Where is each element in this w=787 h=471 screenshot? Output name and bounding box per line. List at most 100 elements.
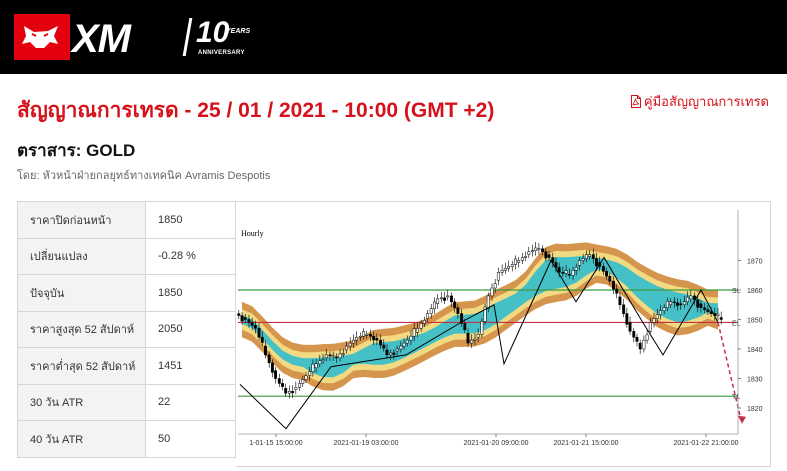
candle-body <box>601 266 605 272</box>
x-tick-label: 2021-01-20 09:00:00 <box>464 440 529 447</box>
candle-body <box>625 313 629 325</box>
candle-body <box>706 309 710 312</box>
candle-body <box>369 334 372 337</box>
candle-body <box>693 295 696 301</box>
candle-body <box>267 354 271 364</box>
candle-body <box>405 339 409 344</box>
candle-body <box>655 314 659 319</box>
candle-body <box>456 307 460 314</box>
pdf-icon <box>630 95 641 108</box>
candle-body <box>429 308 433 314</box>
candle-body <box>453 301 457 308</box>
stats-value: 1451 <box>145 347 236 385</box>
stats-label: ราคาสูงสุด 52 สัปดาห์ <box>17 310 146 348</box>
site-header: XM 10 YEARS ANNIVERSARY <box>0 0 787 74</box>
candle-body <box>524 256 528 258</box>
candle-body <box>719 317 723 320</box>
candle-body <box>277 378 281 384</box>
candle-body <box>480 321 484 335</box>
candle-body <box>304 375 308 380</box>
candle-body <box>662 307 666 311</box>
candle-body <box>257 328 261 338</box>
candle-body <box>470 339 474 344</box>
candle-body <box>372 335 376 341</box>
candle-body <box>274 370 278 379</box>
candle-body <box>412 328 416 337</box>
candle-body <box>473 338 477 341</box>
candle-body <box>493 283 497 289</box>
candle-body <box>321 359 325 362</box>
stats-label: เปลี่ยนแปลง <box>17 237 146 275</box>
candle-body <box>682 301 686 306</box>
candle-body <box>348 342 352 347</box>
candle-body <box>466 333 470 344</box>
candle-body <box>676 302 679 306</box>
candle-body <box>588 254 591 257</box>
logo-separator <box>182 18 193 56</box>
candle-body <box>314 363 318 368</box>
candle-body <box>334 356 338 359</box>
zigzag-line <box>239 256 719 430</box>
candle-body <box>240 315 244 322</box>
candle-body <box>382 344 386 349</box>
candle-body <box>341 353 345 355</box>
candle-body <box>531 250 534 252</box>
candle-body <box>298 383 302 388</box>
candle-body <box>541 248 545 252</box>
candle-body <box>432 301 436 309</box>
stats-row: ราคาปิดก่อนหน้า 1850 <box>17 201 236 239</box>
timeframe-label: Hourly <box>241 229 264 238</box>
price-chart: Hourly SL EL TL 1820 1830 1840 1850 1860 1870 1-0… <box>236 201 771 467</box>
candle-body <box>612 280 615 290</box>
candle-body <box>463 323 467 330</box>
candle-body <box>395 348 399 352</box>
author-line: โดย: หัวหน้าฝ่ายกลยุทธ์ทางเทคนิค Avramis… <box>17 170 271 182</box>
candle-body <box>291 391 295 394</box>
stats-row: เปลี่ยนแปลง -0.28 % <box>17 237 236 275</box>
candle-body <box>561 272 565 274</box>
candle-body <box>669 301 673 306</box>
candle-body <box>281 383 284 387</box>
candle-body <box>699 303 703 308</box>
candle-body <box>328 354 332 357</box>
candle-body <box>476 334 480 338</box>
candle-body <box>554 262 558 268</box>
y-tick-label: 1860 <box>747 288 763 295</box>
stats-row: ราคาสูงสุด 52 สัปดาห์ 2050 <box>17 310 236 348</box>
projection-arrowhead <box>738 415 746 424</box>
level-label-el: EL <box>732 320 741 327</box>
signal-guide-link[interactable]: คู่มือสัญญาณการเทรด <box>630 91 769 112</box>
candle-body <box>642 339 646 350</box>
cloud-band-inner <box>242 255 718 378</box>
anniversary-years: YEARS <box>226 28 251 35</box>
candle-body <box>284 388 288 394</box>
anniversary-label: ANNIVERSARY <box>198 50 245 56</box>
candle-body <box>250 322 254 326</box>
candle-body <box>507 266 510 269</box>
candle-body <box>672 301 676 304</box>
signal-guide-label[interactable]: คู่มือสัญญาณการเทรด <box>643 94 769 109</box>
stats-value: 2050 <box>145 310 236 348</box>
candle-body <box>520 257 524 261</box>
candle-body <box>658 310 662 315</box>
candle-body <box>665 300 669 308</box>
candle-body <box>608 275 612 282</box>
candle-body <box>287 391 291 394</box>
stats-label: ปัจจุบัน <box>17 274 146 312</box>
candle-body <box>338 353 342 359</box>
stats-row: ปัจจุบัน 1850 <box>17 274 236 312</box>
candle-body <box>331 354 335 357</box>
candle-body <box>618 296 622 305</box>
candle-body <box>237 313 241 316</box>
candle-body <box>260 336 264 343</box>
candle-body <box>446 295 450 298</box>
y-tick-label: 1840 <box>747 347 763 354</box>
x-tick-label: 2021-01-21 15:00:00 <box>554 440 619 447</box>
stats-row: 30 วัน ATR 22 <box>17 383 236 421</box>
y-tick-label: 1850 <box>747 318 763 325</box>
candle-body <box>270 362 274 373</box>
candle-body <box>503 268 507 271</box>
candle-body <box>426 313 429 319</box>
stats-value: 50 <box>145 420 236 458</box>
candle-body <box>622 304 626 314</box>
